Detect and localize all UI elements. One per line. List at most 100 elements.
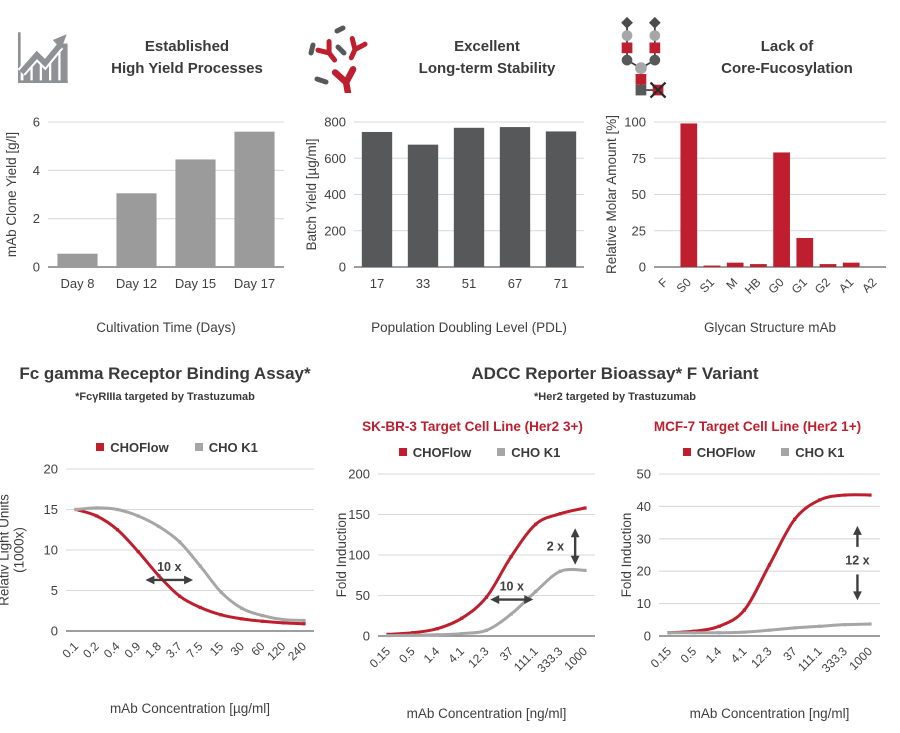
legend-item: CHO K1 bbox=[781, 445, 844, 460]
y-tick: 0 bbox=[639, 260, 646, 275]
y-axis-label: Relative Molar Amount [%] bbox=[604, 115, 619, 274]
svg-text:10 x: 10 x bbox=[157, 560, 181, 574]
skbr3-column: SK-BR-3 Target Cell Line (Her2 3+) CHOFl… bbox=[330, 403, 615, 730]
y-tick: 200 bbox=[324, 223, 346, 238]
fcgr-chart: 0 5 10 15 20 Relativ Light Uniits(1000x) 10 x 0… bbox=[0, 462, 314, 716]
panel-fucosylation: Lack of Core-Fucosylation 0 25 50 75 100 Rela… bbox=[600, 8, 900, 344]
y-tick: 800 bbox=[324, 115, 346, 130]
legend-label: CHO K1 bbox=[511, 444, 561, 460]
x-tick: 33 bbox=[416, 276, 430, 291]
x-axis-label: mAb Concentration [ng/ml] bbox=[690, 706, 850, 721]
x-tick: 7.5 bbox=[184, 639, 206, 661]
y-tick: 6 bbox=[33, 115, 40, 130]
x-tick: 0.15 bbox=[648, 644, 675, 671]
y-axis-label: Fold Induction bbox=[334, 513, 349, 598]
adcc-charts: SK-BR-3 Target Cell Line (Her2 3+) CHOFl… bbox=[330, 403, 900, 730]
bar bbox=[116, 193, 157, 267]
y-tick: 0 bbox=[33, 260, 40, 275]
fcgr-legend: CHOFlow CHO K1 bbox=[96, 437, 258, 457]
y-tick: 100 bbox=[348, 548, 370, 563]
mcf7-chart: 0 10 20 30 40 50 Fold Induction 12 x 0.15 0.5 1.4 4… bbox=[619, 467, 880, 721]
y-tick: 20 bbox=[44, 462, 58, 477]
x-tick: G2 bbox=[812, 275, 833, 296]
y-tick: 0 bbox=[644, 629, 651, 644]
adcc-panel: ADCC Reporter Bioassay* F Variant *Her2 … bbox=[330, 364, 900, 730]
legend-item: CHO K1 bbox=[194, 440, 258, 455]
y-axis-label: Relativ Light Uniits(1000x) bbox=[0, 494, 27, 606]
x-tick: 15 bbox=[207, 639, 227, 659]
svg-text:2 x: 2 x bbox=[547, 539, 564, 553]
bar bbox=[773, 152, 790, 267]
legend-label: CHOFlow bbox=[696, 444, 756, 460]
adcc-subtitle: *Her2 targeted by Trastuzumab bbox=[534, 391, 696, 403]
x-axis-label: Glycan Structure mAb bbox=[704, 320, 836, 335]
x-tick: 1.4 bbox=[421, 644, 443, 666]
glycan-chart: 0 25 50 75 100 Relative Molar Amount [%] F S0 S1… bbox=[604, 115, 886, 335]
glycan-icon bbox=[600, 14, 684, 102]
x-tick: A1 bbox=[836, 275, 857, 296]
bar bbox=[234, 131, 275, 267]
x-tick: 0.2 bbox=[80, 639, 102, 661]
y-axis-label: mAb Clone Yield [g/l] bbox=[4, 132, 19, 257]
y-tick: 150 bbox=[348, 507, 370, 522]
panel-high-yield: Established High Yield Processes 0 2 4 6 mAb… bbox=[0, 8, 300, 344]
y-tick: 30 bbox=[637, 531, 651, 546]
bar bbox=[819, 264, 837, 267]
panel-header: Lack of Core-Fucosylation bbox=[600, 8, 900, 108]
x-axis-label: mAb Concentration [µg/ml] bbox=[110, 701, 270, 716]
x-tick: Day 12 bbox=[116, 276, 157, 291]
x-tick: 0.5 bbox=[678, 644, 700, 666]
mcf7-subtitle: MCF-7 Target Cell Line (Her2 1+) bbox=[653, 419, 862, 434]
x-tick: 0.4 bbox=[101, 639, 123, 661]
y-axis-label: Batch Yield [µg/ml] bbox=[304, 138, 319, 250]
legend-label: CHO K1 bbox=[795, 444, 845, 460]
x-tick: 37 bbox=[780, 644, 800, 664]
bottom-row: Fc gamma Receptor Binding Assay* *FcγRII… bbox=[0, 344, 900, 730]
y-tick: 50 bbox=[632, 187, 646, 202]
x-tick: S0 bbox=[674, 275, 695, 296]
y-tick: 2 bbox=[33, 211, 40, 226]
bar bbox=[453, 127, 485, 267]
legend-item: CHOFlow bbox=[682, 444, 756, 460]
y-axis-label: Fold Induction bbox=[619, 513, 634, 598]
x-tick: 30 bbox=[228, 639, 248, 659]
x-tick: 111.1 bbox=[795, 644, 825, 674]
bar bbox=[407, 144, 439, 267]
series-CHOFlow bbox=[74, 508, 306, 626]
fc-gamma-title: Fc gamma Receptor Binding Assay* bbox=[19, 364, 311, 383]
x-tick: HB bbox=[742, 275, 764, 297]
x-axis-label: mAb Concentration [ng/ml] bbox=[407, 706, 567, 721]
bar bbox=[726, 262, 744, 267]
bar bbox=[545, 131, 577, 267]
y-tick: 20 bbox=[637, 564, 651, 579]
y-tick: 50 bbox=[637, 467, 651, 482]
y-tick: 0 bbox=[339, 260, 346, 275]
x-tick: Day 15 bbox=[175, 276, 216, 291]
bar bbox=[750, 264, 767, 267]
x-tick: 67 bbox=[508, 276, 522, 291]
y-tick: 15 bbox=[44, 502, 58, 517]
fc-gamma-subtitle: *FcγRIIIa targeted by Trastuzumab bbox=[75, 391, 255, 403]
x-tick: 240 bbox=[285, 639, 309, 663]
x-tick: 3.7 bbox=[163, 639, 185, 661]
annotation: 12 x bbox=[845, 525, 870, 601]
x-tick: 0.1 bbox=[59, 639, 81, 661]
legend-label: CHOFlow bbox=[110, 439, 169, 455]
panel-title: Excellent Long-term Stability bbox=[418, 37, 556, 78]
x-tick: 12.3 bbox=[465, 644, 492, 671]
y-tick: 10 bbox=[44, 543, 58, 558]
panel-header: Established High Yield Processes bbox=[0, 8, 300, 108]
x-tick: 60 bbox=[248, 639, 268, 659]
x-axis-label: Cultivation Time (Days) bbox=[96, 320, 236, 335]
mcf7-column: MCF-7 Target Cell Line (Her2 1+) CHOFlow… bbox=[615, 403, 900, 730]
annotation: 10 x bbox=[145, 560, 194, 585]
panel-title: Lack of Core-Fucosylation bbox=[721, 37, 853, 78]
bar bbox=[703, 265, 721, 267]
annotation: 2 x bbox=[547, 528, 580, 565]
bar bbox=[499, 127, 531, 267]
legend-label: CHOFlow bbox=[412, 444, 472, 460]
skbr3-chart: 0 50 100 150 200 Fold Induction 10 x 2 x 0.15 0.5… bbox=[334, 467, 595, 721]
y-tick: 10 bbox=[637, 596, 651, 611]
x-tick: 1000 bbox=[846, 644, 875, 673]
legend-swatch bbox=[781, 448, 790, 456]
